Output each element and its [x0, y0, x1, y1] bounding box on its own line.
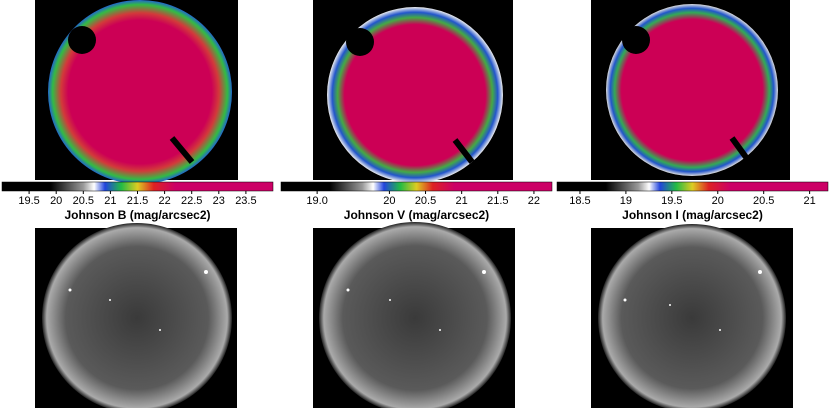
tick-label: 20	[50, 195, 62, 207]
obstruction	[346, 28, 374, 56]
brightness-map	[606, 4, 778, 176]
sky-photos	[35, 222, 793, 408]
obstruction	[452, 138, 475, 164]
tick-label: 22	[158, 195, 170, 207]
tick-label: 19.5	[661, 195, 682, 207]
tick-label: 20	[712, 195, 724, 207]
tick-label: 21	[104, 195, 116, 207]
brightness-map	[327, 7, 503, 183]
tick-label: 21	[804, 195, 816, 207]
tick-label: 20.5	[73, 195, 94, 207]
sky-photo	[598, 224, 786, 408]
tick-label: 22	[528, 195, 540, 207]
tick-label: 20	[383, 195, 395, 207]
sky-photo	[42, 223, 232, 408]
stars	[68, 270, 762, 331]
tick-label: 19	[620, 195, 632, 207]
tick-label: 22.5	[181, 195, 202, 207]
colorbar	[1, 181, 274, 192]
obstruction	[622, 26, 650, 54]
colorbar	[556, 181, 829, 192]
sky-photo	[319, 222, 511, 408]
colorbar-title: Johnson B (mag/arcsec2)	[64, 208, 210, 222]
tick-label: 23	[213, 195, 225, 207]
obstruction	[729, 136, 751, 162]
tick-label: 23.5	[235, 195, 256, 207]
colorbar	[280, 181, 553, 192]
tick-label: 20.5	[753, 195, 774, 207]
colorbar-title: Johnson I (mag/arcsec2)	[622, 208, 763, 222]
tick-label: 20.5	[415, 195, 436, 207]
sky-maps	[35, 0, 790, 184]
tick-label: 21.5	[127, 195, 148, 207]
colorbar-title: Johnson V (mag/arcsec2)	[344, 208, 489, 222]
tick-label: 21.5	[487, 195, 508, 207]
tick-label: 19.5	[18, 195, 39, 207]
tick-label: 19.0	[306, 195, 327, 207]
tick-label: 21	[456, 195, 468, 207]
obstruction	[169, 136, 195, 164]
obstruction	[68, 26, 96, 54]
tick-label: 18.5	[569, 195, 590, 207]
